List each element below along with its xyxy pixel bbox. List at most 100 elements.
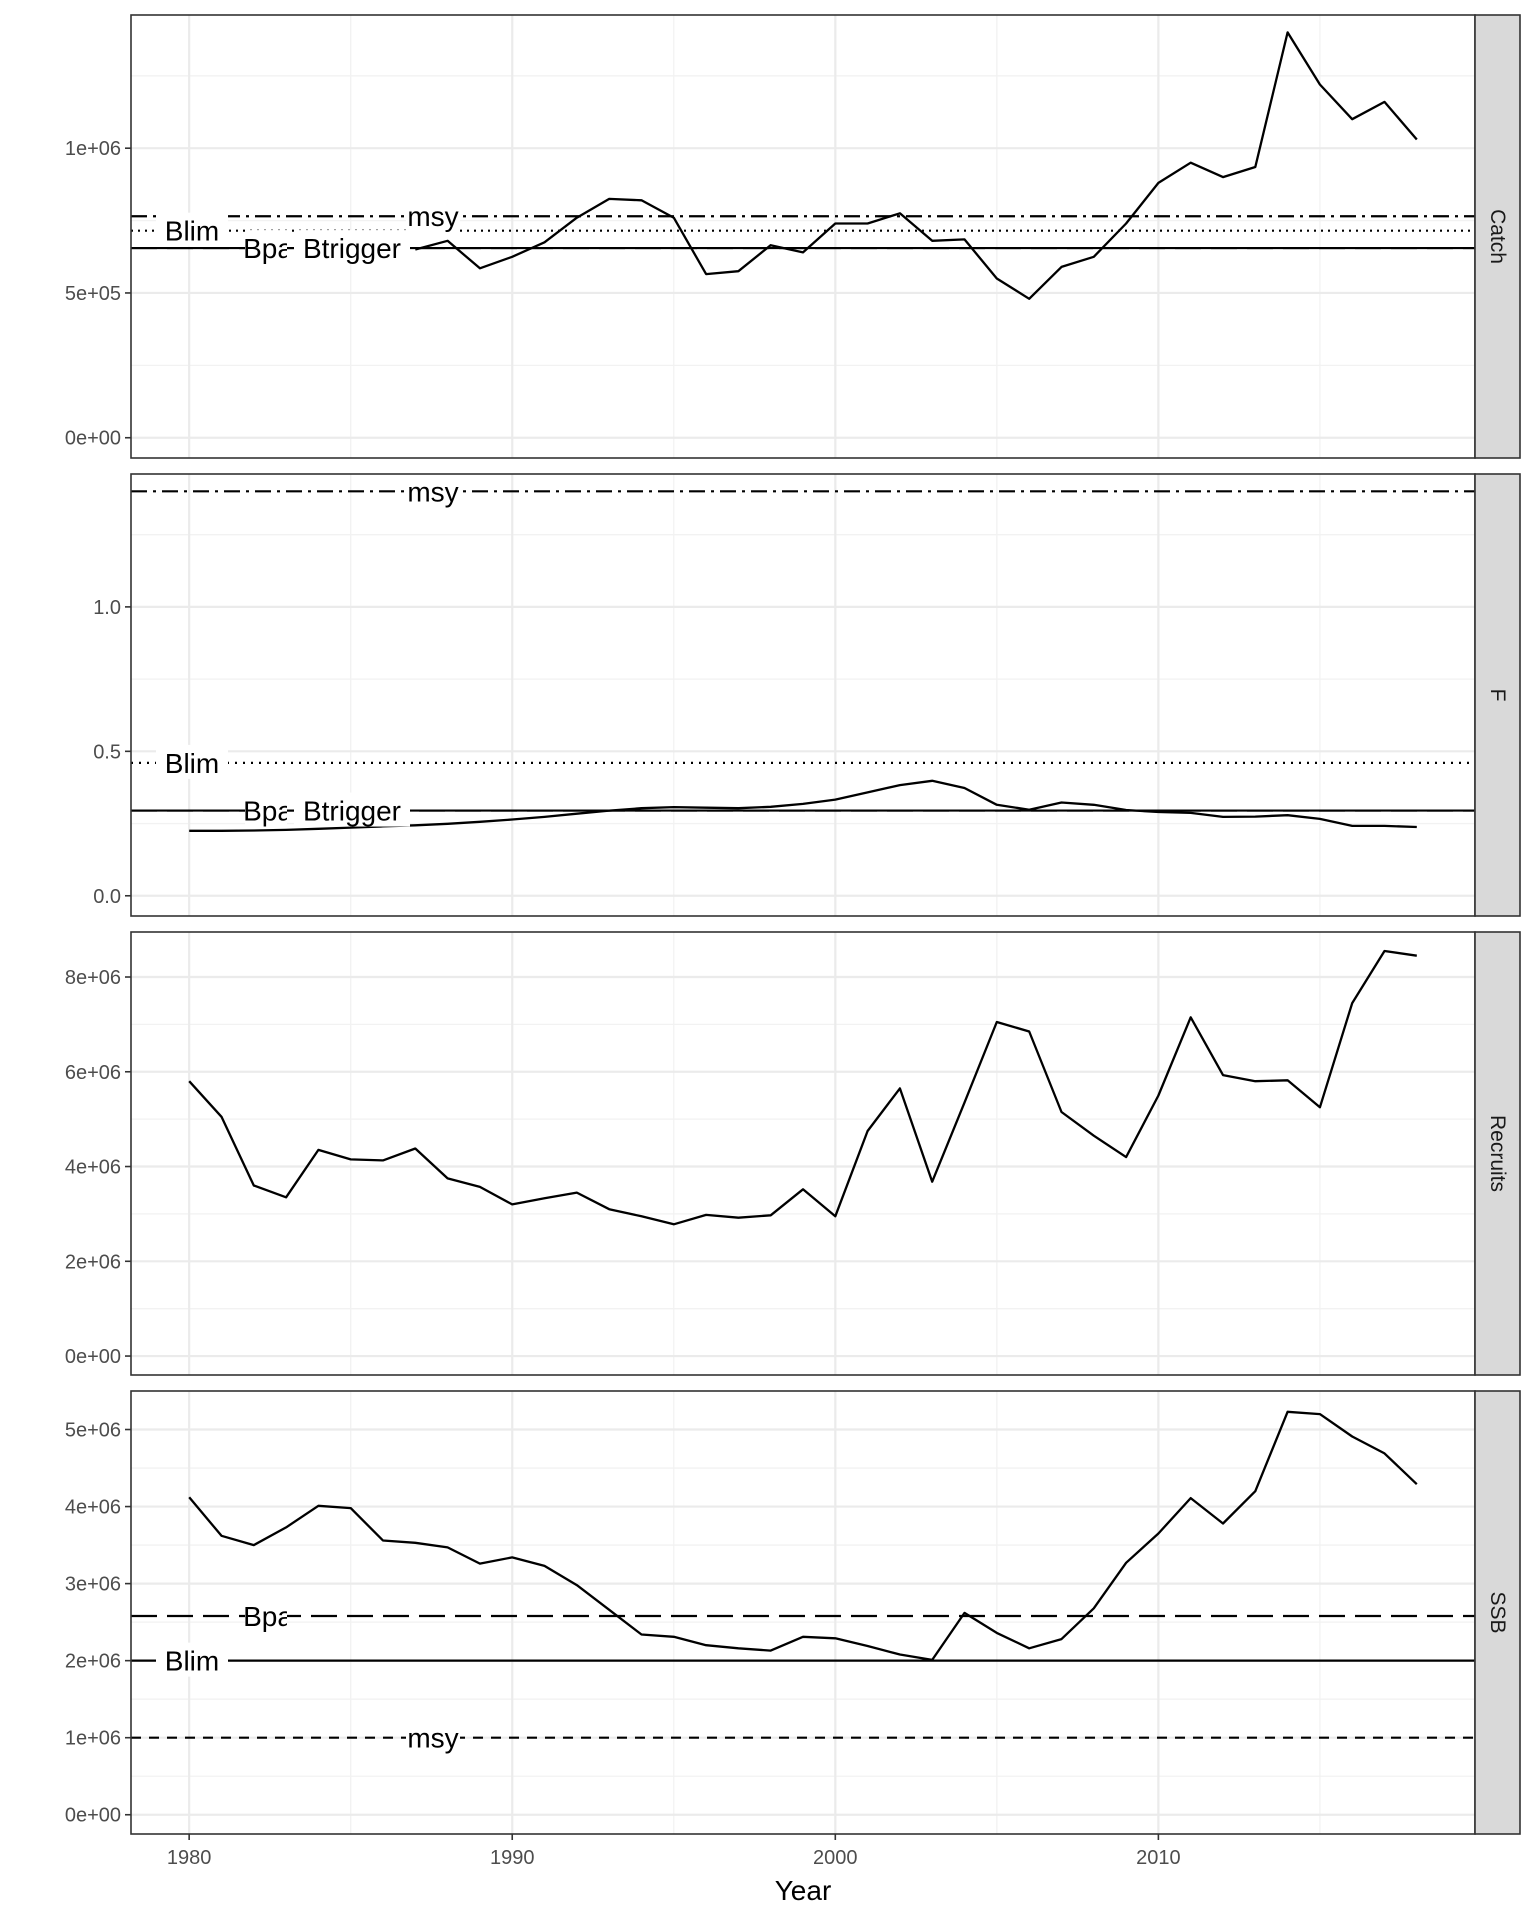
data-point-1997 [736, 269, 740, 273]
data-point-1982 [252, 1543, 256, 1547]
data-point-1995 [672, 1222, 676, 1226]
data-point-2002 [898, 211, 902, 215]
ref-label-msy: msy [407, 1723, 458, 1754]
data-point-1981 [219, 829, 223, 833]
data-point-1990 [510, 1202, 514, 1206]
data-point-2017 [1383, 1451, 1387, 1455]
data-point-1983 [284, 1195, 288, 1199]
data-point-2001 [866, 790, 870, 794]
data-point-2003 [930, 1658, 934, 1662]
y-tick-label: 2e+06 [65, 1251, 121, 1273]
y-axis-recruits: 0e+00 2e+06 4e+06 6e+06 8e+06 [65, 967, 131, 1368]
strip-catch [1474, 14, 1521, 459]
y-tick-label: 5e+05 [65, 283, 121, 305]
ref-label-bpa: Bpa [243, 233, 293, 264]
data-point-1989 [478, 1562, 482, 1566]
series-line-ssb [188, 1410, 1418, 1662]
data-point-1998 [769, 243, 773, 247]
strip-label-catch: Catch [1486, 209, 1509, 264]
y-tick-label: 0.0 [93, 886, 121, 908]
reference-labels: msy Blim Bpa Btrigger [156, 198, 460, 265]
ref-label-bg-msy [406, 1719, 460, 1754]
data-point-2011 [1189, 161, 1193, 165]
data-point-2005 [995, 1631, 999, 1635]
data-point-2002 [898, 1086, 902, 1090]
data-point-1994 [639, 1632, 643, 1636]
data-point-1996 [704, 806, 708, 810]
data-point-1987 [413, 1541, 417, 1545]
data-point-2005 [995, 276, 999, 280]
data-point-2015 [1318, 82, 1322, 86]
ref-label-bg-bpa [245, 792, 287, 827]
ref-label-msy: msy [407, 476, 458, 507]
data-point-2009 [1124, 1561, 1128, 1565]
data-point-2017 [1383, 949, 1387, 953]
data-point-2016 [1350, 1434, 1354, 1438]
data-point-2018 [1415, 138, 1419, 142]
ref-label-bg-msy [406, 198, 460, 233]
data-point-1998 [769, 805, 773, 809]
ref-label-bg-blim [156, 744, 228, 779]
data-point-2005 [995, 1020, 999, 1024]
data-point-1992 [575, 1583, 579, 1587]
data-point-2017 [1383, 100, 1387, 104]
panel-f: msy Blim Bpa Btrigger F 0.0 0.5 1.0 [93, 473, 1521, 917]
data-point-1987 [413, 1147, 417, 1151]
panel-ssb: Bpa Blim msy SSB 0e+00 1e+06 2e+06 3e+06 4e+06 5e… [65, 1390, 1521, 1835]
data-point-1991 [543, 815, 547, 819]
data-point-2008 [1092, 1134, 1096, 1138]
data-point-2012 [1221, 175, 1225, 179]
strip-f [1474, 473, 1521, 917]
data-point-1991 [543, 1564, 547, 1568]
data-point-2013 [1253, 165, 1257, 169]
data-point-2015 [1318, 1412, 1322, 1416]
data-point-1988 [446, 1176, 450, 1180]
ref-label-blim: Blim [165, 216, 219, 247]
reference-labels: msy Blim Bpa Btrigger [156, 473, 460, 827]
data-point-2011 [1189, 1015, 1193, 1019]
data-point-2000 [833, 221, 837, 225]
data-point-2013 [1253, 815, 1257, 819]
data-point-1996 [704, 1643, 708, 1647]
data-point-2004 [963, 1611, 967, 1615]
data-point-1995 [672, 1635, 676, 1639]
panel-recruits: Recruits 0e+00 2e+06 4e+06 6e+06 8e+06 [65, 931, 1521, 1376]
data-point-2012 [1221, 815, 1225, 819]
data-point-1980 [187, 1079, 191, 1083]
reference-lines [131, 490, 1475, 812]
y-tick-label: 1e+06 [65, 138, 121, 160]
data-point-1998 [769, 1649, 773, 1653]
y-tick-label: 0e+00 [65, 1805, 121, 1827]
data-point-1998 [769, 1213, 773, 1217]
data-point-1986 [381, 1538, 385, 1542]
data-point-2012 [1221, 1522, 1225, 1526]
data-point-1999 [801, 1635, 805, 1639]
x-tick-label: 1990 [490, 1847, 535, 1869]
data-point-2003 [930, 239, 934, 243]
x-axis: 1980 1990 2000 2010 [167, 1834, 1181, 1869]
data-point-2018 [1415, 954, 1419, 958]
grid-lines [131, 15, 1475, 458]
y-tick-label: 0e+00 [65, 428, 121, 450]
data-point-1982 [252, 828, 256, 832]
data-point-1989 [478, 1185, 482, 1189]
data-point-1991 [543, 240, 547, 244]
y-axis-f: 0.0 0.5 1.0 [93, 597, 131, 908]
data-point-2016 [1350, 117, 1354, 121]
data-point-2008 [1092, 803, 1096, 807]
data-point-2000 [833, 1636, 837, 1640]
data-point-1990 [510, 818, 514, 822]
data-point-2002 [898, 1652, 902, 1656]
data-point-1995 [672, 805, 676, 809]
x-tick-label: 2000 [813, 1847, 858, 1869]
data-point-1995 [672, 216, 676, 220]
y-tick-label: 8e+06 [65, 967, 121, 989]
ref-label-btrigger: Btrigger [303, 796, 401, 827]
data-point-1985 [349, 1157, 353, 1161]
data-point-1994 [639, 806, 643, 810]
data-point-2018 [1415, 825, 1419, 829]
data-point-2007 [1059, 1110, 1063, 1114]
data-point-2010 [1156, 181, 1160, 185]
ref-label-bpa: Bpa [243, 1601, 293, 1632]
data-point-1980 [187, 1495, 191, 1499]
